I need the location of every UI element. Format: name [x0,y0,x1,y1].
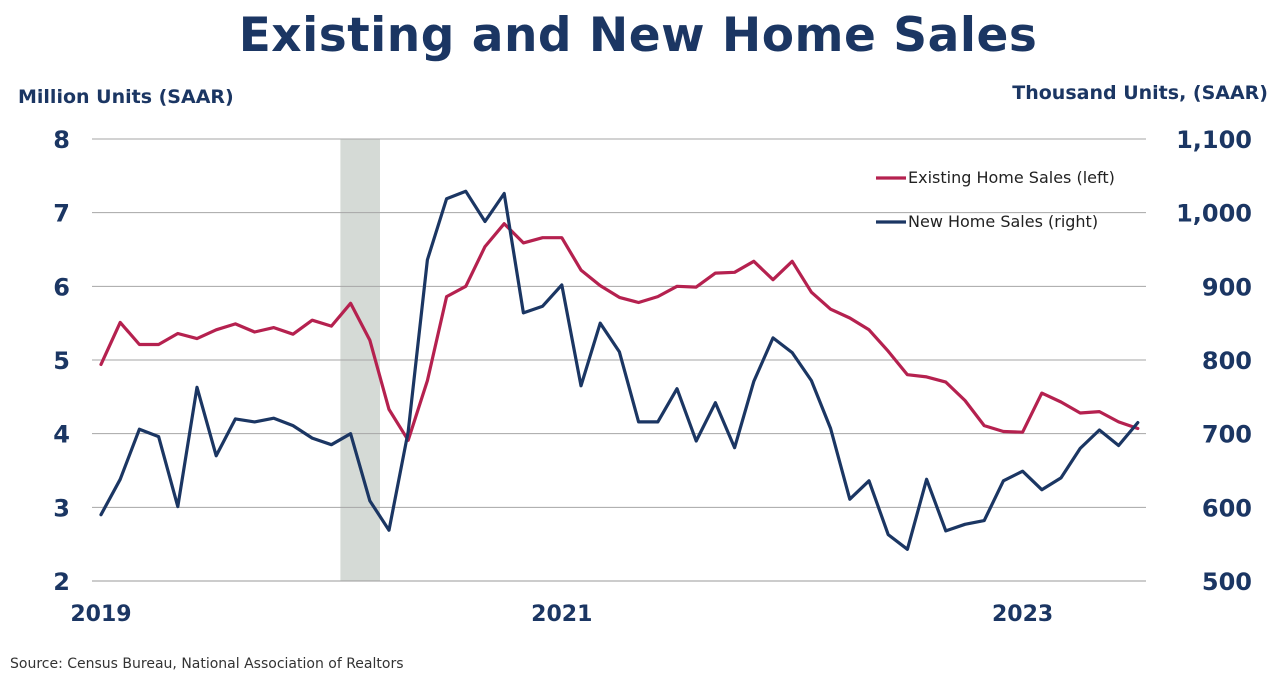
y-axis-right: 500 600 700 800 900 1,000 1,100 [1176,126,1252,596]
y-tick-left: 8 [53,126,70,154]
y-tick-right: 600 [1202,494,1252,522]
x-tick: 2021 [531,602,592,627]
chart-title: Existing and New Home Sales [238,8,1038,63]
source-note: Source: Census Bureau, National Associat… [10,656,404,672]
y-tick-right: 1,000 [1176,200,1252,228]
series-lines [99,189,1140,551]
x-axis: 2019 2021 2023 [70,602,1053,627]
y-axis-left: 2 3 4 5 6 7 8 [53,126,70,596]
y-axis-left-label: Million Units (SAAR) [18,86,234,108]
y-tick-left: 6 [53,273,70,301]
x-tick: 2019 [70,602,131,627]
y-tick-right: 500 [1202,568,1252,596]
y-tick-left: 2 [53,568,70,596]
existing-home-sales-line [99,222,1140,442]
y-tick-right: 1,100 [1176,126,1252,154]
legend-label: New Home Sales (right) [908,212,1098,231]
legend-label: Existing Home Sales (left) [908,168,1115,187]
y-tick-right: 900 [1202,273,1252,301]
y-tick-left: 3 [53,494,70,522]
y-tick-right: 700 [1202,421,1252,449]
y-tick-right: 800 [1202,347,1252,375]
y-tick-left: 7 [53,200,70,228]
y-axis-right-label: Thousand Units, (SAAR) [1012,82,1268,104]
y-tick-left: 5 [53,347,70,375]
new-home-sales-line [99,189,1140,551]
x-tick: 2023 [992,602,1053,627]
legend: Existing Home Sales (left) New Home Sales… [876,168,1115,231]
y-tick-left: 4 [53,421,70,449]
gridlines [92,138,1146,582]
